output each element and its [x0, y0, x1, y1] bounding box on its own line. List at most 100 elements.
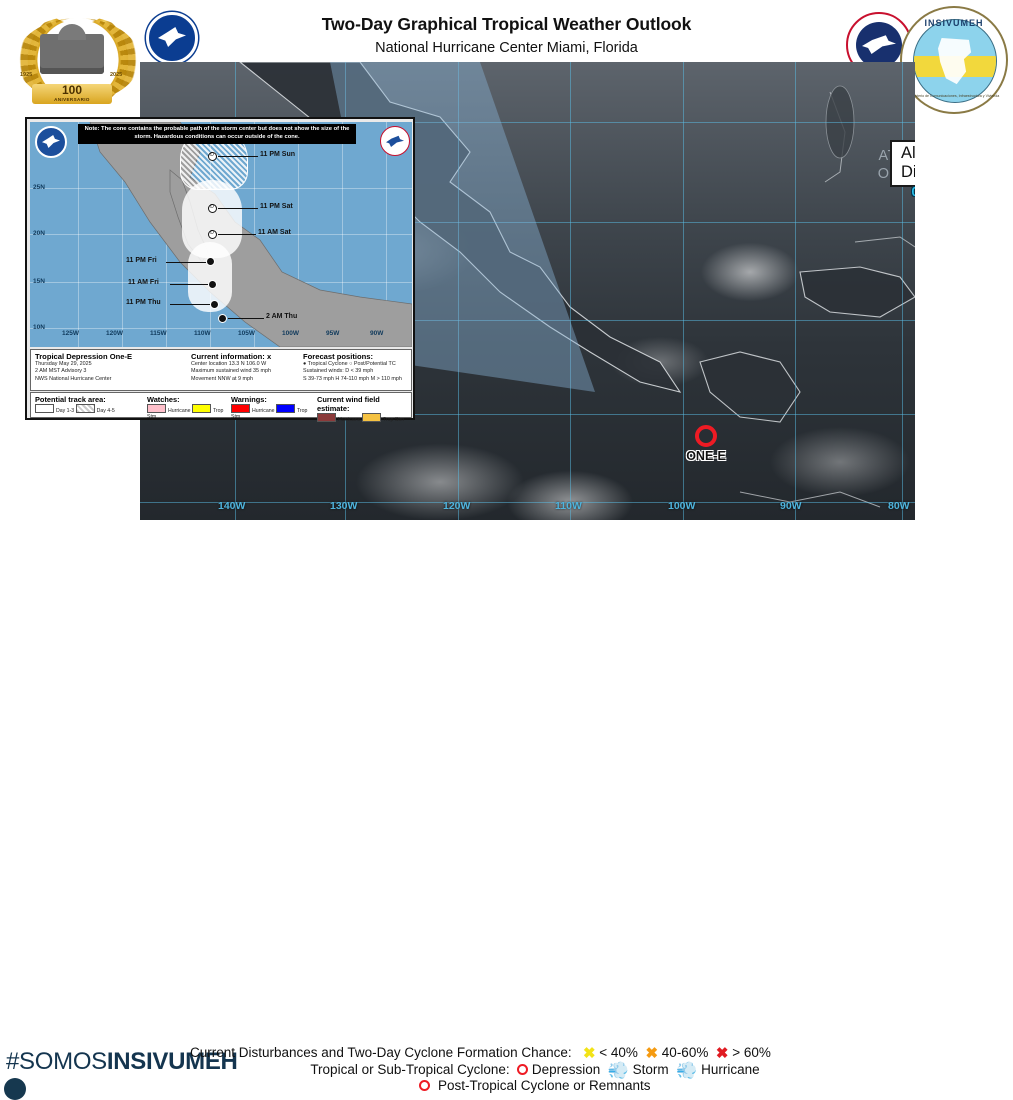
inset-legend-panel: Potential track area: Day 1-3 Day 4-5 Wa…: [30, 392, 412, 423]
formation-chance-legend: Current Disturbances and Two-Day Cyclone…: [190, 1044, 880, 1062]
track-label: 11 PM Thu: [126, 299, 161, 306]
day45-swatch-icon: [75, 404, 95, 413]
chance-low-x-icon: ✖: [582, 1045, 596, 1062]
watch-tropstm-swatch-icon: [191, 404, 211, 413]
cyclone-type-label: Tropical or Sub-Tropical Cyclone:: [310, 1062, 510, 1077]
storm-date: Thursday May 29, 2025: [35, 361, 92, 367]
storm-agency: NWS National Hurricane Center: [35, 375, 112, 382]
post-tropical-icon: [419, 1080, 431, 1091]
track-label: 2 AM Thu: [266, 313, 298, 320]
current-information-heading: Current information:: [191, 352, 265, 361]
inset-info-panel: Tropical Depression One-E Thursday May 2…: [30, 349, 412, 391]
map-lon-label: 140W: [218, 500, 246, 512]
insivumeh-ministry-text: Ministerio de Comunicaciones, Infraestru…: [908, 94, 1000, 98]
inset-lon-label: 105W: [238, 330, 255, 337]
inset-map: 11 PM Sun 11 PM Sat 11 AM Sat 11 PM Fri …: [30, 122, 412, 347]
current-position-x-icon: x: [266, 352, 272, 361]
storm-movement: Movement NNW at 9 mph: [191, 375, 254, 382]
logo-year-end: 2025: [110, 72, 123, 78]
forecast-cone-inset[interactable]: 11 PM Sun 11 PM Sat 11 AM Sat 11 PM Fri …: [25, 117, 415, 423]
post-potential-label: Post/Potential TC: [353, 361, 396, 367]
inset-lat-label: 20N: [33, 230, 45, 237]
chance-mid-x-icon: ✖: [645, 1045, 659, 1062]
depression-ring-icon: [695, 425, 717, 447]
forecast-positions-heading: Forecast positions:: [303, 352, 374, 361]
noaa-logo-icon-inset: [35, 126, 67, 158]
hurricane-label: Hurricane: [701, 1062, 760, 1077]
wind-tropstm-swatch-icon: [361, 413, 381, 422]
wind-tropstm-label: Trop Stm: [382, 417, 405, 423]
storm-marker-one-e[interactable]: ONE-E: [686, 425, 726, 463]
tropical-cyclone-label: Tropical Cyclone: [307, 361, 348, 367]
nws-logo-icon-inset: [380, 126, 410, 156]
bottom-legend-bar: #SOMOSINSIVUMEH Current Disturbances and…: [0, 520, 1013, 1100]
track-label: 11 PM Sun: [260, 151, 296, 158]
observatorio-nacional-guatemala-logo: 1925 2025 100 ANIVERSARIO: [6, 6, 142, 110]
insivumeh-logo-text: INSIVUMEH: [924, 18, 984, 28]
warn-hurricane-label: Hurricane: [252, 408, 275, 414]
page-title: Two-Day Graphical Tropical Weather Outlo…: [321, 14, 692, 34]
wind-hurricane-label: Hurricane: [338, 417, 361, 423]
potential-track-heading: Potential track area:: [35, 395, 106, 404]
center-location: Center location 13.3 N 106.0 W: [191, 361, 267, 367]
storm-label: Storm: [632, 1062, 669, 1077]
watch-tropstm-label: Trop Stm: [147, 408, 224, 420]
inset-lat-label: 25N: [33, 184, 45, 191]
depression-label: Depression: [531, 1062, 601, 1077]
map-lon-label: 80W: [888, 500, 910, 512]
inset-lon-label: 115W: [150, 330, 167, 337]
inset-lon-label: 125W: [62, 330, 79, 337]
map-lon-label: 100W: [668, 500, 696, 512]
cone-note-text: Note: The cone contains the probable pat…: [78, 124, 356, 144]
map-lon-label: 90W: [780, 500, 802, 512]
chance-high-x-icon: ✖: [715, 1045, 729, 1062]
day13-swatch-icon: [35, 404, 54, 413]
inset-lon-label: 110W: [194, 330, 211, 337]
tropical-cyclone-dot-icon: ●: [303, 361, 307, 367]
map-lon-label: 120W: [443, 500, 471, 512]
day13-label: Day 1-3: [56, 408, 75, 414]
chance-high-label: > 60%: [732, 1045, 771, 1060]
chance-low-label: < 40%: [599, 1045, 638, 1060]
page-subtitle: National Hurricane Center Miami, Florida: [375, 40, 638, 56]
storm-advisory: 2 AM MST Advisory 3: [35, 368, 87, 375]
warn-hurricane-swatch-icon: [231, 404, 250, 413]
wind-cat-d: D < 39 mph: [345, 368, 374, 375]
chance-mid-label: 40-60%: [661, 1045, 709, 1060]
inset-lon-label: 120W: [106, 330, 123, 337]
satellite-image-timestamp: Satellite Image from 04:00 AM PDT May 29: [888, 170, 915, 200]
satellite-from-line2: 04:00 AM PDT May 29: [911, 185, 915, 199]
wind-cat-h: H 74-110 mph: [335, 375, 370, 382]
max-sustained-wind: Maximum sustained wind 35 mph: [191, 368, 271, 375]
sustained-winds-label: Sustained winds:: [303, 368, 344, 375]
warn-tropstm-label: Trop Stm: [231, 408, 308, 420]
wind-cat-m: M > 110 mph: [370, 375, 402, 382]
hashtag-light: #SOMOS: [6, 1048, 107, 1075]
inset-lon-label: 95W: [326, 330, 340, 337]
warnings-heading: Warnings:: [231, 395, 267, 404]
depression-icon: [517, 1064, 529, 1075]
watches-heading: Watches:: [147, 395, 180, 404]
formation-chance-label: Current Disturbances and Two-Day Cyclone…: [190, 1045, 572, 1060]
track-label: 11 AM Fri: [128, 279, 159, 286]
wind-hurricane-swatch-icon: [317, 413, 336, 422]
warn-tropstm-swatch-icon: [275, 404, 295, 413]
inset-lon-label: 100W: [282, 330, 299, 337]
watch-hurricane-swatch-icon: [147, 404, 166, 413]
map-lon-label: 110W: [555, 500, 582, 512]
wind-cat-s: S 39-73 mph: [303, 375, 334, 382]
all-disturbances-badge[interactable]: All Disturbances: [890, 140, 915, 187]
track-label: 11 PM Sat: [260, 203, 293, 210]
noaa-logo-icon: [146, 12, 198, 64]
logo-year-start: 1925: [20, 72, 33, 78]
inset-lat-label: 10N: [33, 324, 45, 331]
inset-lat-label: 15N: [33, 278, 45, 285]
watch-hurricane-label: Hurricane: [168, 408, 191, 414]
logo-anniversary-number: 100: [61, 83, 83, 97]
storm-name: Tropical Depression One-E: [35, 352, 133, 361]
insivumeh-logo-icon: INSIVUMEH Ministerio de Comunicaciones, …: [900, 6, 1008, 114]
track-label: 11 AM Sat: [258, 229, 291, 236]
decorative-dot: [4, 1078, 26, 1100]
logo-anniversary-ribbon: 100 ANIVERSARIO: [32, 84, 112, 104]
track-label: 11 PM Fri: [126, 257, 157, 264]
